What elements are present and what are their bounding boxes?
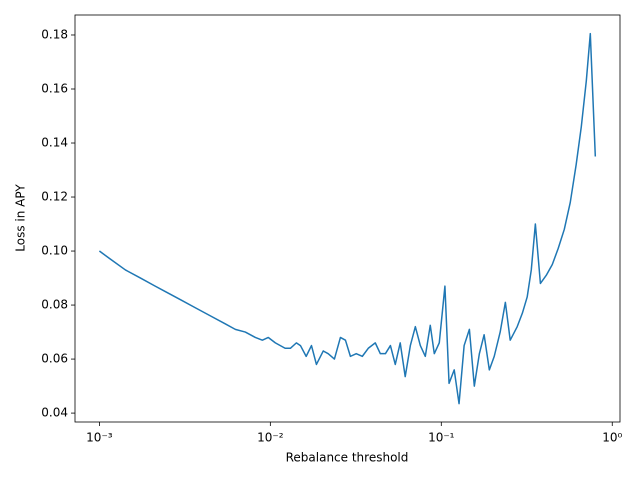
- y-tick-label: 0.10: [41, 244, 68, 258]
- y-tick-label: 0.04: [41, 406, 68, 420]
- data-line: [98, 32, 597, 405]
- y-tick-label: 0.16: [41, 82, 68, 96]
- x-axis-label: Rebalance threshold: [286, 451, 409, 465]
- x-tick-label: 10⁰: [602, 431, 622, 445]
- y-tick-label: 0.06: [41, 352, 68, 366]
- y-tick-label: 0.14: [41, 136, 68, 150]
- plot-frame: [74, 14, 621, 423]
- y-tick-label: 0.12: [41, 190, 68, 204]
- x-tick-label: 10⁻²: [257, 431, 284, 445]
- x-tick-label: 10⁻³: [86, 431, 113, 445]
- y-tick-label: 0.18: [41, 27, 68, 41]
- y-tick-label: 0.08: [41, 298, 68, 312]
- x-tick-label: 10⁻¹: [428, 431, 455, 445]
- y-axis-label: Loss in APY: [14, 184, 28, 252]
